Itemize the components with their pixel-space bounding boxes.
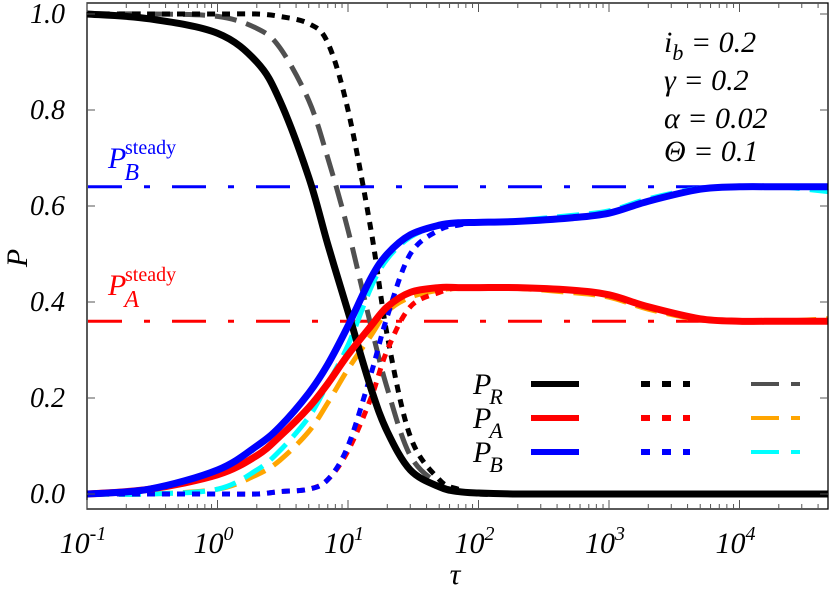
x-axis-tick-labels: 10-1 100 101 102 103 104: [60, 523, 756, 560]
y-tick-label: 1.0: [30, 0, 65, 30]
series-line: [86, 283, 829, 498]
x-tick-label: 10-1: [60, 523, 107, 560]
series-line: [87, 184, 829, 497]
y-axis-tick-labels: 0.0 0.2 0.4 0.6 0.8 1.0: [30, 0, 65, 510]
legend-label: PR: [472, 368, 503, 409]
steady-state-label: PBsteady: [107, 137, 176, 186]
steady-state-label: PAsteady: [107, 264, 176, 313]
parameter-label: ib = 0.2: [664, 26, 756, 65]
legend-label: PA: [472, 402, 503, 443]
y-tick-label: 0.2: [30, 383, 65, 414]
steady-state-labels: PBsteady PAsteady: [107, 137, 176, 313]
legend-label: PB: [472, 436, 503, 477]
y-tick-label: 0.8: [30, 95, 65, 126]
y-tick-label: 0.4: [30, 287, 65, 318]
x-tick-label: 102: [455, 523, 495, 560]
y-axis-ticks: [87, 13, 828, 495]
x-tick-label: 103: [585, 523, 625, 560]
parameter-label: α = 0.02: [664, 102, 768, 135]
x-axis-label: τ: [450, 558, 462, 590]
parameter-annotations: ib = 0.2γ = 0.2 α = 0.02Θ = 0.1: [664, 26, 768, 168]
x-tick-label: 104: [716, 523, 756, 560]
series-line: [86, 10, 829, 498]
y-axis-label: P: [1, 249, 34, 268]
y-tick-label: 0.0: [30, 479, 65, 510]
plot-frame: [86, 2, 829, 510]
data-series: [86, 10, 829, 498]
y-tick-label: 0.6: [30, 191, 65, 222]
x-axis-ticks: [86, 3, 819, 509]
parameter-label: γ = 0.2: [664, 64, 749, 97]
x-tick-label: 100: [194, 523, 234, 560]
x-tick-label: 101: [324, 523, 364, 560]
parameter-label: Θ = 0.1: [664, 135, 758, 168]
series-line: [86, 183, 829, 498]
